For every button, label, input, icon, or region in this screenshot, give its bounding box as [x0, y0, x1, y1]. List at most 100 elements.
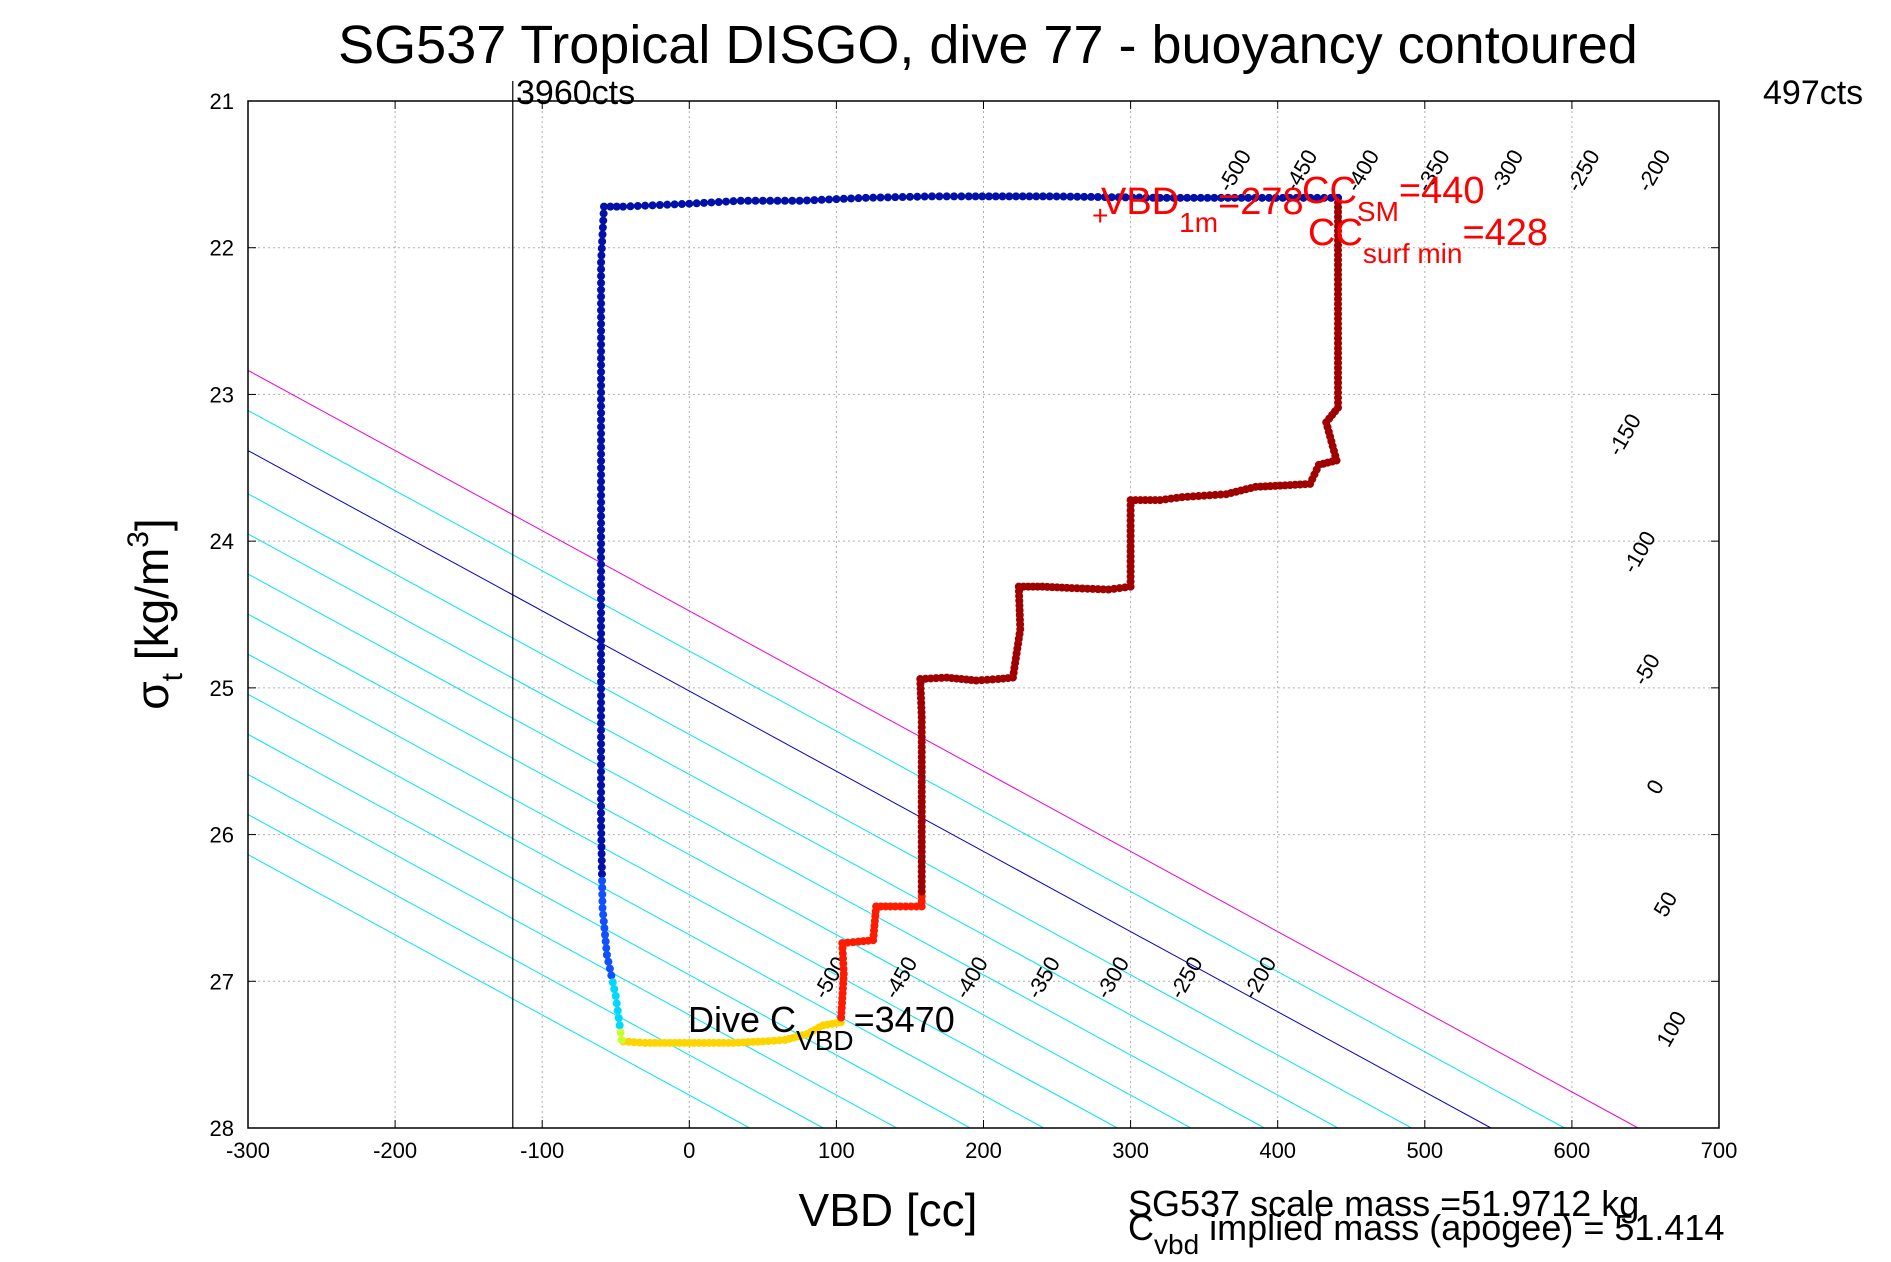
climb-point: [597, 870, 606, 879]
climb-point: [942, 192, 951, 201]
contour-line: [248, 573, 1265, 1128]
climb-point: [597, 512, 606, 521]
climb-point: [598, 223, 607, 232]
climb-point: [597, 532, 606, 541]
climb-point: [744, 196, 753, 205]
climb-point: [795, 196, 804, 205]
climb-point: [1169, 193, 1178, 202]
climb-point: [597, 739, 606, 748]
climb-point: [648, 201, 657, 210]
contour-line: [248, 733, 971, 1128]
contour-line: [248, 493, 1412, 1128]
y-tick-label: 28: [210, 1116, 234, 1141]
climb-point: [597, 409, 606, 418]
vbd-1m-marker: +: [1092, 200, 1108, 231]
climb-point: [597, 657, 606, 666]
climb-point: [598, 237, 607, 246]
climb-point: [597, 856, 606, 865]
contour-line: [248, 773, 897, 1128]
cc-surf-min-annotation: CCsurf min=428: [1308, 212, 1548, 269]
climb-point: [1189, 193, 1198, 202]
climb-point: [597, 381, 606, 390]
climb-point: [905, 192, 914, 201]
climb-point: [597, 258, 606, 267]
climb-point: [597, 306, 606, 315]
climb-point: [614, 1013, 623, 1022]
climb-point: [1237, 193, 1246, 202]
climb-point: [612, 999, 621, 1008]
x-tick-label: 500: [1406, 1138, 1443, 1163]
climb-point: [1285, 193, 1294, 202]
climb-point: [1059, 192, 1068, 201]
climb-point: [607, 971, 616, 980]
climb-point: [597, 588, 606, 597]
climb-point: [597, 313, 606, 322]
climb-point: [1313, 193, 1322, 202]
climb-point: [597, 292, 606, 301]
annotations: + VBD1m=278 CCSM=440 CCsurf min=428 Dive…: [688, 170, 1548, 1056]
climb-point: [1114, 193, 1123, 202]
climb-point: [597, 278, 606, 287]
climb-point: [1045, 192, 1054, 201]
climb-point: [817, 195, 826, 204]
climb-point: [597, 733, 606, 742]
climb-point: [597, 443, 606, 452]
climb-point: [1156, 193, 1165, 202]
climb-point: [692, 199, 701, 208]
climb-point: [998, 192, 1007, 201]
climb-point: [597, 760, 606, 769]
climb-point: [597, 560, 606, 569]
climb-point: [597, 539, 606, 548]
climb-point: [1258, 193, 1267, 202]
climb-point: [788, 196, 797, 205]
climb-point: [611, 991, 620, 1000]
climb-point: [1327, 193, 1336, 202]
dive-traces: [597, 192, 1343, 1047]
climb-point: [1210, 193, 1219, 202]
climb-point: [633, 201, 642, 210]
climb-point: [597, 347, 606, 356]
climb-point: [663, 200, 672, 209]
climb-point: [1100, 193, 1109, 202]
x-tick-label: 200: [965, 1138, 1002, 1163]
climb-point: [597, 684, 606, 693]
climb-point: [597, 251, 606, 260]
climb-point: [597, 567, 606, 576]
climb-point: [810, 196, 819, 205]
chart-title: SG537 Tropical DISGO, dive 77 - buoyancy…: [338, 15, 1638, 75]
climb-point: [597, 726, 606, 735]
climb-point: [597, 774, 606, 783]
climb-point: [597, 746, 606, 755]
climb-point: [1142, 193, 1151, 202]
climb-point: [597, 719, 606, 728]
climb-point: [1066, 192, 1075, 201]
grid-lines: [248, 101, 1719, 1128]
climb-point: [832, 195, 841, 204]
climb-point: [766, 196, 775, 205]
climb-point: [1093, 193, 1102, 202]
y-axis-label: σt [kg/m3]: [122, 518, 189, 709]
x-tick-label: -100: [520, 1138, 564, 1163]
climb-point: [626, 202, 635, 211]
climb-point: [729, 197, 738, 206]
climb-point: [1011, 192, 1020, 201]
climb-point: [1052, 192, 1061, 201]
climb-point: [597, 354, 606, 363]
climb-point: [700, 198, 709, 207]
climb-point: [825, 195, 834, 204]
climb-point: [597, 484, 606, 493]
climb-point: [685, 199, 694, 208]
dive-cvbd-annotation: Dive CVBD=3470: [688, 999, 955, 1056]
climb-point: [597, 402, 606, 411]
climb-point: [1251, 193, 1260, 202]
top-right-counts-label: 497cts: [1763, 74, 1863, 112]
climb-point: [1005, 192, 1014, 201]
contour-line: [248, 653, 1118, 1128]
climb-point: [957, 192, 966, 201]
climb-point: [869, 193, 878, 202]
buoyancy-contours: [248, 369, 1639, 1128]
climb-point: [617, 1035, 626, 1044]
climb-point: [597, 842, 606, 851]
climb-point: [1107, 193, 1116, 202]
climb-point: [1203, 193, 1212, 202]
